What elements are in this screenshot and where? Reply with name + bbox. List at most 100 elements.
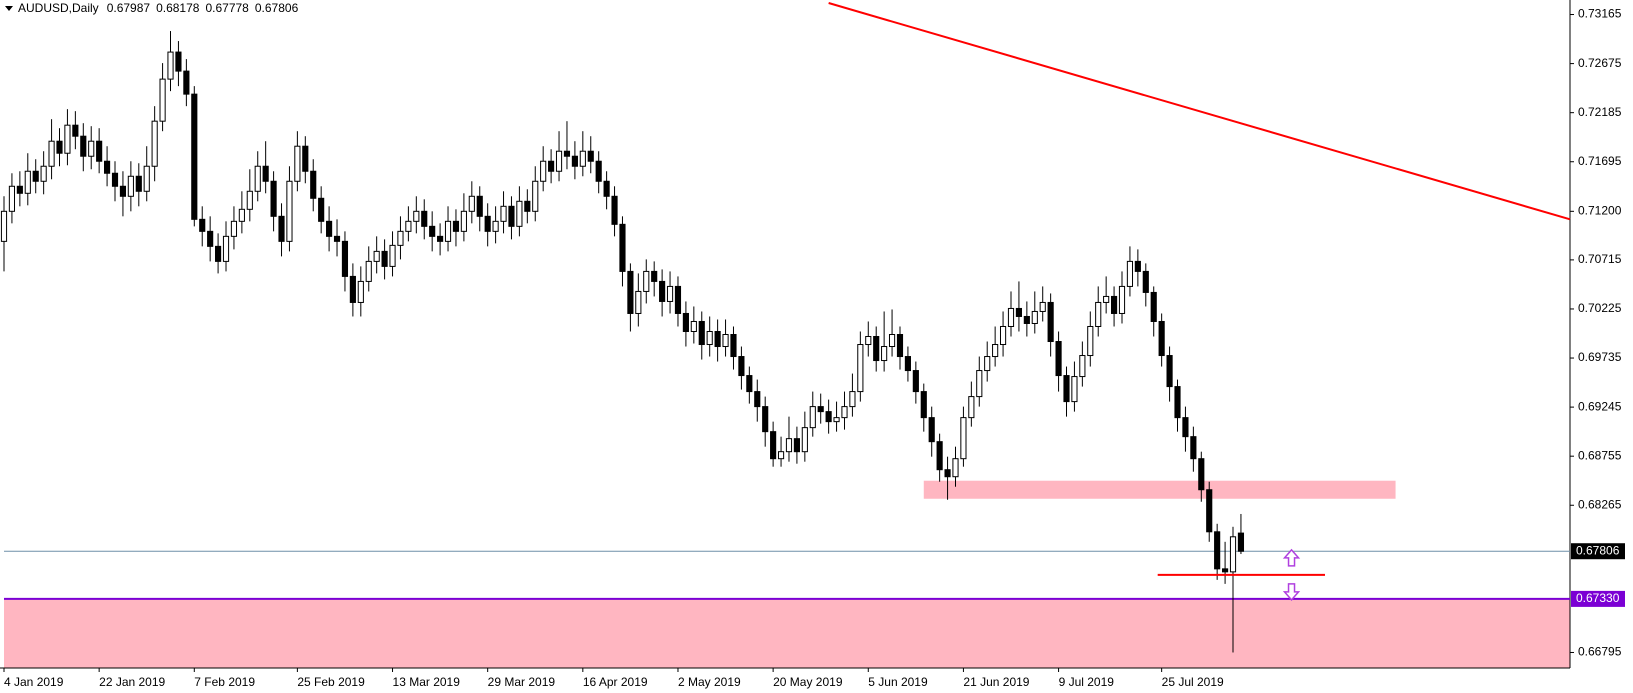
candle-body (246, 190, 253, 210)
candle-body (286, 180, 293, 242)
candle-body (730, 334, 737, 358)
x-tick-label: 9 Jul 2019 (1059, 675, 1115, 689)
candle-body (746, 375, 753, 393)
candle-body (484, 215, 491, 232)
candle-body (865, 336, 872, 346)
candle-body (215, 245, 222, 262)
candle-body (326, 220, 333, 237)
candle-body (770, 431, 777, 460)
candle-body (151, 120, 158, 167)
y-tick-label: 0.70715 (1578, 252, 1622, 266)
candle-body (603, 180, 610, 197)
candle-body (56, 140, 63, 154)
candle-body (183, 70, 190, 95)
candle-body (1063, 375, 1070, 403)
candle-body (357, 280, 364, 303)
candle-body (0, 210, 8, 242)
candle-body (722, 334, 729, 348)
candle-body (912, 370, 919, 393)
candle-body (936, 441, 943, 471)
candle-body (857, 344, 864, 393)
y-tick-label: 0.73165 (1578, 7, 1622, 21)
candle-body (492, 220, 499, 232)
candle-body (896, 334, 904, 358)
candle-body (437, 235, 444, 242)
candle-body (579, 150, 586, 167)
candle-body (48, 140, 55, 167)
x-tick-label: 20 May 2019 (773, 675, 843, 689)
candle-body (1087, 325, 1094, 357)
y-tick-label: 0.71200 (1578, 203, 1622, 217)
candle-body (80, 135, 87, 157)
x-tick-label: 16 Apr 2019 (583, 675, 648, 689)
candle-body (1174, 386, 1181, 419)
candle-body (738, 356, 745, 377)
x-tick-label: 13 Mar 2019 (393, 675, 461, 689)
candle-body (825, 411, 832, 423)
candle-body (1166, 355, 1173, 388)
candle-body (1079, 355, 1086, 378)
candle-body (992, 344, 999, 358)
down-arrow (1282, 583, 1301, 601)
candle-body (1134, 260, 1141, 272)
candle-body (444, 220, 452, 242)
candle-body (294, 145, 301, 182)
candle-body (476, 195, 483, 217)
candle-body (873, 336, 880, 362)
candle-body (1237, 532, 1245, 552)
candle-body (762, 406, 769, 433)
y-tick-label: 0.70225 (1578, 301, 1622, 315)
candle-body (207, 230, 214, 247)
candle-body (968, 396, 975, 419)
candle-body (452, 220, 460, 232)
candle-body (960, 417, 967, 460)
candle-body (318, 197, 325, 222)
candle-body (230, 220, 238, 237)
x-tick-label: 7 Feb 2019 (194, 675, 255, 689)
candle-body (270, 180, 277, 217)
candle-body (1110, 295, 1118, 314)
candle-body (611, 195, 618, 225)
candle-body (801, 427, 808, 453)
candle-body (754, 391, 761, 408)
candle-body (389, 244, 396, 267)
candle-body (1150, 291, 1157, 322)
candle-body (817, 406, 824, 413)
candle-body (413, 210, 420, 222)
x-tick-label: 4 Jan 2019 (4, 675, 64, 689)
x-tick-label: 25 Feb 2019 (297, 675, 365, 689)
candle-body (24, 170, 31, 194)
candle-body (1095, 301, 1102, 327)
zone (4, 598, 1570, 668)
candle-body (674, 285, 682, 314)
x-tick-label: 5 Jun 2019 (868, 675, 928, 689)
chart-header: AUDUSD,Daily 0.67987 0.68178 0.67778 0.67806 (18, 1, 299, 15)
candle-body (1103, 295, 1110, 303)
candle-body (1198, 458, 1205, 491)
candle-body (793, 438, 800, 453)
candle-body (104, 160, 111, 174)
candle-body (143, 165, 150, 192)
candle-body (1007, 307, 1015, 327)
candle-body (563, 150, 571, 157)
candle-body (96, 140, 103, 162)
candle-body (888, 334, 896, 348)
candle-body (310, 170, 317, 199)
candle-body (278, 215, 285, 242)
candle-body (16, 185, 23, 194)
candle-body (88, 140, 95, 157)
candle-body (167, 51, 174, 80)
menu-arrow[interactable] (5, 6, 13, 11)
candle-body (516, 200, 523, 227)
candle-body (976, 370, 983, 398)
candle-body (429, 225, 436, 237)
y-tick-label: 0.72675 (1578, 56, 1622, 70)
candle-body (999, 325, 1007, 346)
header-high: 0.68178 (156, 1, 200, 15)
y-tick-label: 0.69735 (1578, 350, 1622, 364)
candle-body (1206, 489, 1213, 533)
candle-body (508, 205, 515, 227)
candle-body (706, 330, 713, 346)
